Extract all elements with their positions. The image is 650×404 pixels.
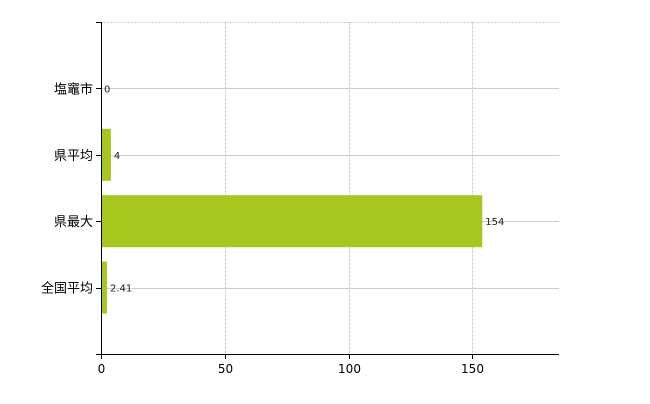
data-label: 2.41	[110, 284, 132, 295]
category-label: 県最大	[54, 215, 93, 230]
x-tick-label: 0	[98, 362, 106, 376]
bar	[101, 128, 111, 181]
x-tick-label: 150	[461, 362, 484, 376]
data-label: 4	[114, 151, 120, 162]
category-label: 県平均	[54, 149, 93, 164]
x-tick-label: 100	[338, 362, 361, 376]
data-label: 154	[485, 217, 504, 228]
category-label: 全国平均	[41, 281, 93, 297]
bar	[101, 261, 107, 314]
bar	[101, 195, 483, 248]
data-label: 0	[104, 84, 110, 95]
x-tick-label: 50	[218, 362, 233, 376]
category-label: 塩竈市	[54, 81, 93, 97]
